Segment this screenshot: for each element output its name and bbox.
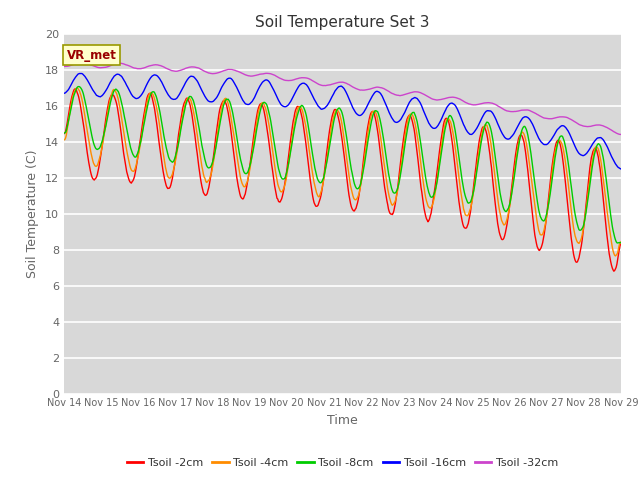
Tsoil -2cm	[72, 86, 79, 92]
Tsoil -4cm	[428, 204, 435, 210]
Tsoil -16cm	[70, 76, 78, 82]
Tsoil -2cm	[70, 87, 78, 93]
Tsoil -32cm	[79, 60, 87, 65]
Tsoil -8cm	[75, 84, 83, 89]
Tsoil -16cm	[76, 71, 83, 76]
Line: Tsoil -4cm: Tsoil -4cm	[64, 88, 621, 256]
Tsoil -8cm	[128, 150, 136, 156]
Tsoil -4cm	[128, 168, 136, 174]
Tsoil -32cm	[214, 70, 222, 75]
Tsoil -32cm	[185, 64, 193, 70]
Tsoil -8cm	[617, 240, 625, 246]
Tsoil -16cm	[60, 90, 68, 96]
Tsoil -16cm	[128, 93, 136, 98]
Tsoil -16cm	[428, 123, 435, 129]
Title: Soil Temperature Set 3: Soil Temperature Set 3	[255, 15, 429, 30]
Tsoil -32cm	[128, 64, 136, 70]
Tsoil -2cm	[610, 268, 618, 274]
Tsoil -8cm	[428, 194, 435, 200]
Tsoil -4cm	[185, 95, 193, 101]
Line: Tsoil -16cm: Tsoil -16cm	[64, 73, 621, 169]
Tsoil -4cm	[617, 239, 625, 245]
Text: VR_met: VR_met	[67, 49, 116, 62]
Tsoil -2cm	[185, 98, 193, 104]
Legend: Tsoil -2cm, Tsoil -4cm, Tsoil -8cm, Tsoil -16cm, Tsoil -32cm: Tsoil -2cm, Tsoil -4cm, Tsoil -8cm, Tsoi…	[122, 453, 563, 472]
Tsoil -32cm	[60, 63, 68, 69]
Line: Tsoil -8cm: Tsoil -8cm	[64, 86, 621, 243]
Tsoil -2cm	[128, 179, 136, 184]
Tsoil -2cm	[617, 241, 625, 247]
Tsoil -4cm	[74, 85, 81, 91]
Tsoil -2cm	[60, 131, 68, 136]
Tsoil -32cm	[411, 89, 419, 95]
Tsoil -16cm	[185, 75, 193, 81]
Tsoil -4cm	[214, 126, 222, 132]
Tsoil -4cm	[612, 253, 620, 259]
Tsoil -16cm	[617, 166, 625, 172]
X-axis label: Time: Time	[327, 414, 358, 427]
Tsoil -4cm	[411, 120, 419, 125]
Tsoil -4cm	[70, 89, 78, 95]
Tsoil -16cm	[214, 92, 222, 98]
Tsoil -8cm	[214, 132, 222, 138]
Tsoil -8cm	[411, 111, 419, 117]
Tsoil -8cm	[60, 131, 68, 136]
Tsoil -8cm	[70, 92, 78, 98]
Tsoil -2cm	[428, 210, 435, 216]
Tsoil -2cm	[411, 131, 419, 137]
Line: Tsoil -32cm: Tsoil -32cm	[64, 62, 621, 134]
Y-axis label: Soil Temperature (C): Soil Temperature (C)	[26, 149, 40, 278]
Line: Tsoil -2cm: Tsoil -2cm	[64, 89, 621, 271]
Tsoil -32cm	[617, 132, 625, 137]
Tsoil -32cm	[428, 96, 435, 101]
Tsoil -16cm	[411, 95, 419, 100]
Tsoil -2cm	[214, 117, 222, 122]
Tsoil -32cm	[70, 61, 78, 67]
Tsoil -8cm	[185, 95, 193, 101]
Tsoil -4cm	[60, 137, 68, 143]
Tsoil -8cm	[614, 240, 621, 246]
